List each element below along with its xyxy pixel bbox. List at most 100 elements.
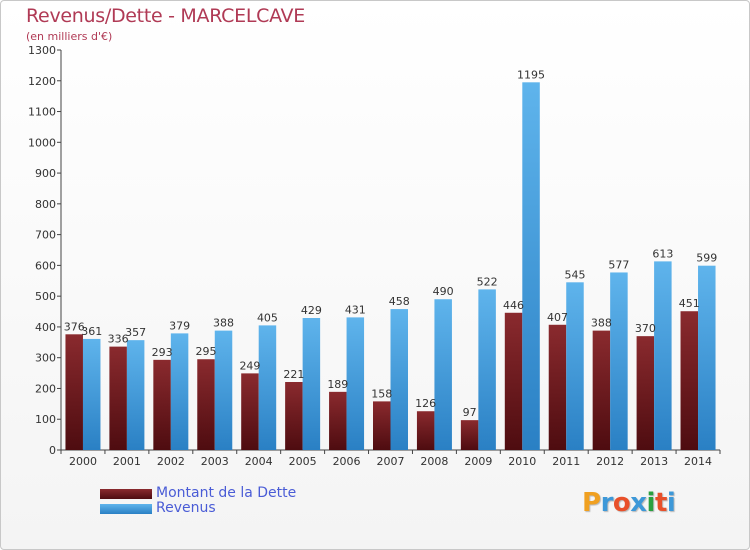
y-tick-label: 100: [35, 413, 56, 426]
bar-dette-2002: [153, 359, 171, 450]
bar-revenus-2003: [214, 330, 233, 450]
data-label-dette-2009: 97: [463, 406, 477, 419]
data-label-dette-2002: 293: [152, 346, 173, 359]
proxiti-logo: Proxiti: [582, 488, 676, 518]
data-label-dette-2001: 336: [108, 333, 129, 346]
data-label-revenus-2001: 357: [125, 326, 146, 339]
data-label-revenus-2009: 522: [477, 275, 498, 288]
bar-revenus-2000: [82, 338, 101, 450]
data-label-dette-2011: 407: [547, 311, 568, 324]
data-label-dette-2003: 295: [196, 345, 217, 358]
chart-subtitle: (en milliers d'€): [26, 30, 113, 43]
data-label-revenus-2003: 388: [213, 317, 234, 330]
bar-dette-2004: [241, 373, 259, 450]
y-tick-label: 800: [35, 198, 56, 211]
logo-letter: r: [600, 488, 614, 518]
x-tick-label: 2003: [201, 455, 229, 468]
x-tick-label: 2014: [684, 455, 712, 468]
data-label-dette-2006: 189: [327, 378, 348, 391]
legend-label-revenus: Revenus: [156, 500, 216, 516]
legend-label-dette: Montant de la Dette: [156, 485, 297, 501]
bar-revenus-2010: [522, 82, 540, 451]
bar-revenus-2007: [390, 309, 408, 450]
data-label-revenus-2008: 490: [433, 285, 454, 298]
blue-swatch-icon: [100, 504, 152, 514]
data-label-dette-2007: 158: [371, 387, 392, 400]
data-label-revenus-2002: 379: [169, 319, 190, 332]
bar-dette-2013: [636, 336, 655, 450]
logo-letter: i: [646, 488, 656, 518]
x-tick-label: 2001: [113, 455, 141, 468]
data-label-dette-2013: 370: [635, 322, 656, 335]
x-tick-label: 2012: [596, 455, 624, 468]
data-label-dette-2000: 376: [64, 320, 85, 333]
data-label-dette-2010: 446: [503, 299, 524, 312]
y-tick-label: 300: [35, 352, 56, 365]
logo-letter: t: [654, 488, 667, 518]
logo-letter: x: [630, 488, 647, 518]
x-tick-label: 2013: [640, 455, 668, 468]
bar-dette-2014: [680, 311, 699, 450]
data-label-revenus-2004: 405: [257, 311, 278, 324]
data-label-revenus-2010: 1195: [517, 68, 545, 81]
bar-revenus-2002: [170, 333, 189, 450]
y-tick-label: 200: [35, 382, 56, 395]
bar-dette-2003: [197, 359, 215, 450]
bar-revenus-2009: [478, 289, 496, 450]
logo-letter: o: [612, 488, 631, 518]
y-tick-label: 0: [49, 444, 56, 457]
bar-revenus-2013: [654, 261, 672, 450]
data-label-dette-2014: 451: [679, 297, 700, 310]
bar-dette-2008: [416, 411, 435, 450]
bar-dette-2001: [109, 346, 127, 450]
data-label-dette-2008: 126: [415, 397, 436, 410]
bar-dette-2010: [504, 312, 523, 450]
bar-revenus-2011: [566, 282, 584, 450]
data-label-revenus-2007: 458: [389, 295, 410, 308]
y-tick-label: 1200: [28, 75, 56, 88]
x-tick-label: 2006: [333, 455, 361, 468]
data-label-revenus-2011: 545: [564, 268, 585, 281]
bar-revenus-2014: [698, 265, 716, 450]
data-label-dette-2005: 221: [283, 368, 304, 381]
x-tick-label: 2007: [377, 455, 405, 468]
y-tick-label: 1300: [28, 44, 56, 57]
x-tick-label: 2005: [289, 455, 317, 468]
chart-title: Revenus/Dette - MARCELCAVE: [26, 5, 305, 27]
y-tick-label: 1100: [28, 106, 56, 119]
bar-revenus-2004: [258, 325, 277, 450]
y-tick-label: 700: [35, 229, 56, 242]
bar-dette-2011: [548, 324, 567, 450]
x-tick-label: 2004: [245, 455, 273, 468]
bar-dette-2006: [329, 391, 347, 450]
data-label-revenus-2000: 361: [81, 325, 102, 338]
x-tick-label: 2010: [508, 455, 536, 468]
data-label-revenus-2013: 613: [652, 247, 673, 260]
bar-revenus-2001: [126, 340, 145, 450]
data-label-revenus-2005: 429: [301, 304, 322, 317]
bar-dette-2000: [65, 334, 83, 450]
y-tick-label: 600: [35, 259, 56, 272]
dark-red-swatch-icon: [100, 489, 152, 499]
bar-dette-2012: [592, 330, 611, 450]
y-tick-label: 1000: [28, 136, 56, 149]
y-tick-label: 500: [35, 290, 56, 303]
data-label-dette-2012: 388: [591, 317, 612, 330]
x-tick-label: 2000: [69, 455, 97, 468]
x-tick-label: 2008: [420, 455, 448, 468]
x-tick-label: 2002: [157, 455, 185, 468]
data-label-dette-2004: 249: [239, 359, 260, 372]
data-label-revenus-2012: 577: [608, 258, 629, 271]
bar-revenus-2006: [346, 317, 365, 450]
bar-dette-2009: [460, 420, 479, 450]
data-label-revenus-2014: 599: [696, 252, 717, 265]
bar-dette-2005: [285, 382, 303, 450]
bar-revenus-2005: [302, 318, 321, 450]
y-tick-label: 900: [35, 167, 56, 180]
bar-revenus-2012: [610, 272, 628, 450]
bar-revenus-2008: [434, 299, 452, 450]
data-label-revenus-2006: 431: [345, 303, 366, 316]
x-tick-label: 2011: [552, 455, 580, 468]
x-tick-label: 2009: [464, 455, 492, 468]
